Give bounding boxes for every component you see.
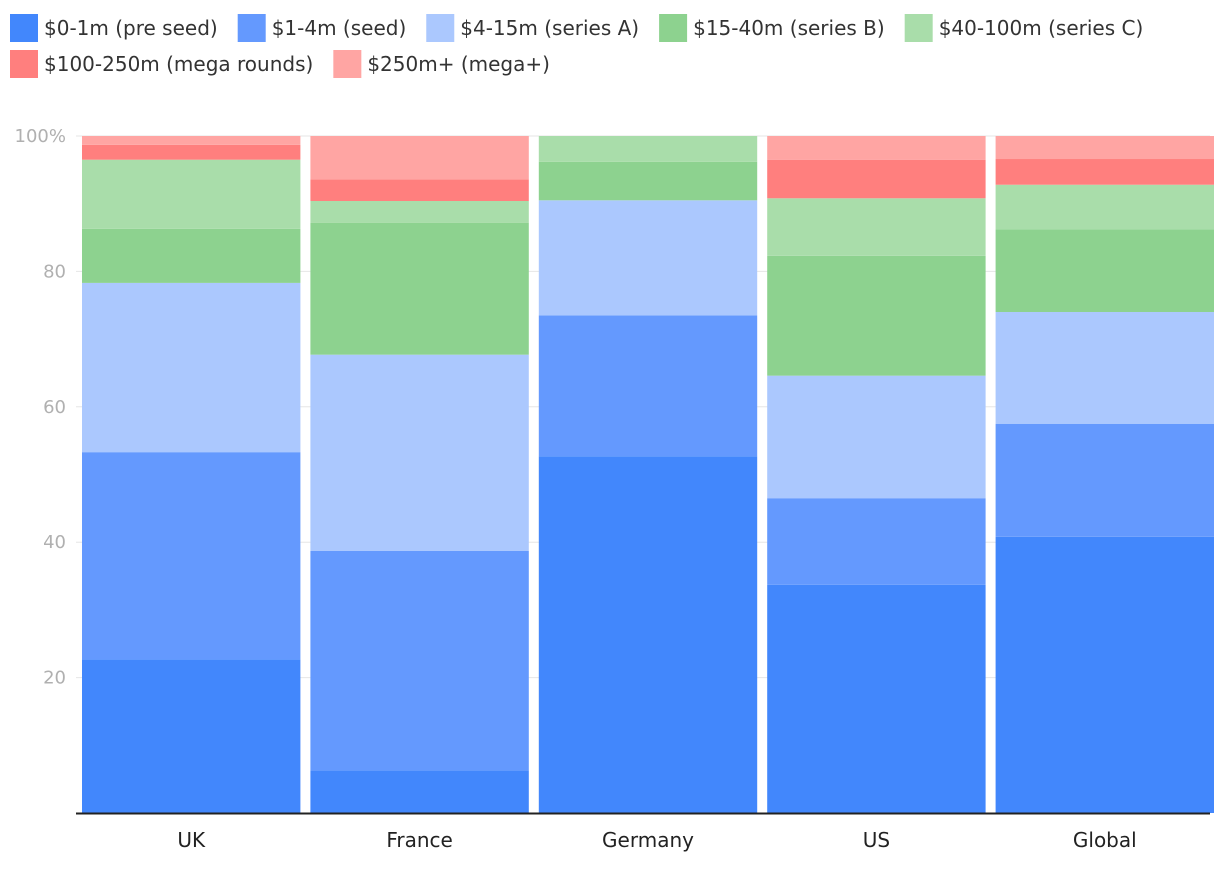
y-tick-label: 60: [43, 397, 66, 418]
bar-segment[interactable]: [995, 136, 1214, 160]
bar-segment[interactable]: [82, 136, 301, 145]
bar-segment[interactable]: [538, 161, 758, 201]
bar-segment[interactable]: [82, 159, 301, 229]
legend-label: $100-250m (mega rounds): [44, 52, 313, 76]
y-tick-label: 20: [43, 668, 66, 689]
legend-item[interactable]: $4-15m (series A): [426, 14, 639, 42]
legend-label: $4-15m (series A): [460, 16, 639, 40]
bar-segment[interactable]: [82, 659, 301, 813]
legend-swatch: [10, 14, 38, 42]
x-tick-label: France: [386, 828, 453, 852]
bar-segment[interactable]: [538, 456, 758, 813]
x-tick-label: UK: [177, 828, 206, 852]
bar-segment[interactable]: [767, 198, 986, 256]
legend-label: $1-4m (seed): [272, 16, 407, 40]
bar-segment[interactable]: [995, 312, 1214, 424]
chart-legend: $0-1m (pre seed) $1-4m (seed) $4-15m (seri…: [10, 14, 1143, 78]
legend-item[interactable]: $0-1m (pre seed): [10, 14, 218, 42]
bar-segment[interactable]: [995, 229, 1214, 313]
y-tick-label: 40: [43, 532, 66, 553]
legend-swatch: [333, 50, 362, 78]
legend-swatch: [10, 50, 38, 78]
bar-segment[interactable]: [310, 551, 529, 771]
bar-segment[interactable]: [310, 136, 529, 180]
bar-segment[interactable]: [310, 200, 529, 223]
legend-swatch: [426, 14, 455, 42]
legend-label: $40-100m (series C): [939, 16, 1144, 40]
bar-segment[interactable]: [767, 498, 986, 585]
bar-segment[interactable]: [82, 228, 301, 283]
bar-segment[interactable]: [995, 536, 1214, 813]
bar-segment[interactable]: [82, 144, 301, 160]
bar-segment[interactable]: [767, 584, 986, 813]
bars-area: [82, 136, 1214, 813]
bar-segment[interactable]: [767, 159, 986, 199]
bar-segment[interactable]: [310, 354, 529, 552]
legend-label: $0-1m (pre seed): [44, 16, 218, 40]
bar-segment[interactable]: [538, 315, 758, 457]
bar-segment[interactable]: [995, 159, 1214, 185]
bar-segment[interactable]: [767, 375, 986, 499]
bar-segment[interactable]: [995, 184, 1214, 230]
bar-segment[interactable]: [995, 423, 1214, 537]
legend-swatch: [904, 14, 933, 42]
bar-segment[interactable]: [310, 770, 529, 813]
bar-segment[interactable]: [82, 452, 301, 660]
legend-swatch: [237, 14, 266, 42]
legend-swatch: [659, 14, 688, 42]
legend-item[interactable]: $15-40m (series B): [659, 14, 885, 42]
bar-segment[interactable]: [310, 179, 529, 201]
legend-item[interactable]: $250m+ (mega+): [333, 50, 550, 78]
legend-item[interactable]: $100-250m (mega rounds): [10, 50, 313, 78]
y-axis-ticks: 20 40 60 80 100%: [15, 126, 66, 689]
x-tick-label: US: [863, 828, 890, 852]
legend-label: $15-40m (series B): [693, 16, 885, 40]
x-axis-ticks: UK France Germany US Global: [177, 828, 1136, 852]
bar-segment[interactable]: [767, 136, 986, 160]
bar-segment[interactable]: [767, 255, 986, 376]
x-tick-label: Germany: [602, 828, 694, 852]
legend-item[interactable]: $1-4m (seed): [237, 14, 407, 42]
bar-segment[interactable]: [538, 136, 758, 162]
legend-label: $250m+ (mega+): [367, 52, 550, 76]
y-tick-label: 80: [43, 261, 66, 282]
bar-segment[interactable]: [82, 282, 301, 453]
y-tick-label: 100%: [15, 126, 66, 147]
legend-item[interactable]: $40-100m (series C): [904, 14, 1144, 42]
x-tick-label: Global: [1073, 828, 1137, 852]
bar-segment[interactable]: [310, 222, 529, 355]
bar-segment[interactable]: [538, 200, 758, 316]
